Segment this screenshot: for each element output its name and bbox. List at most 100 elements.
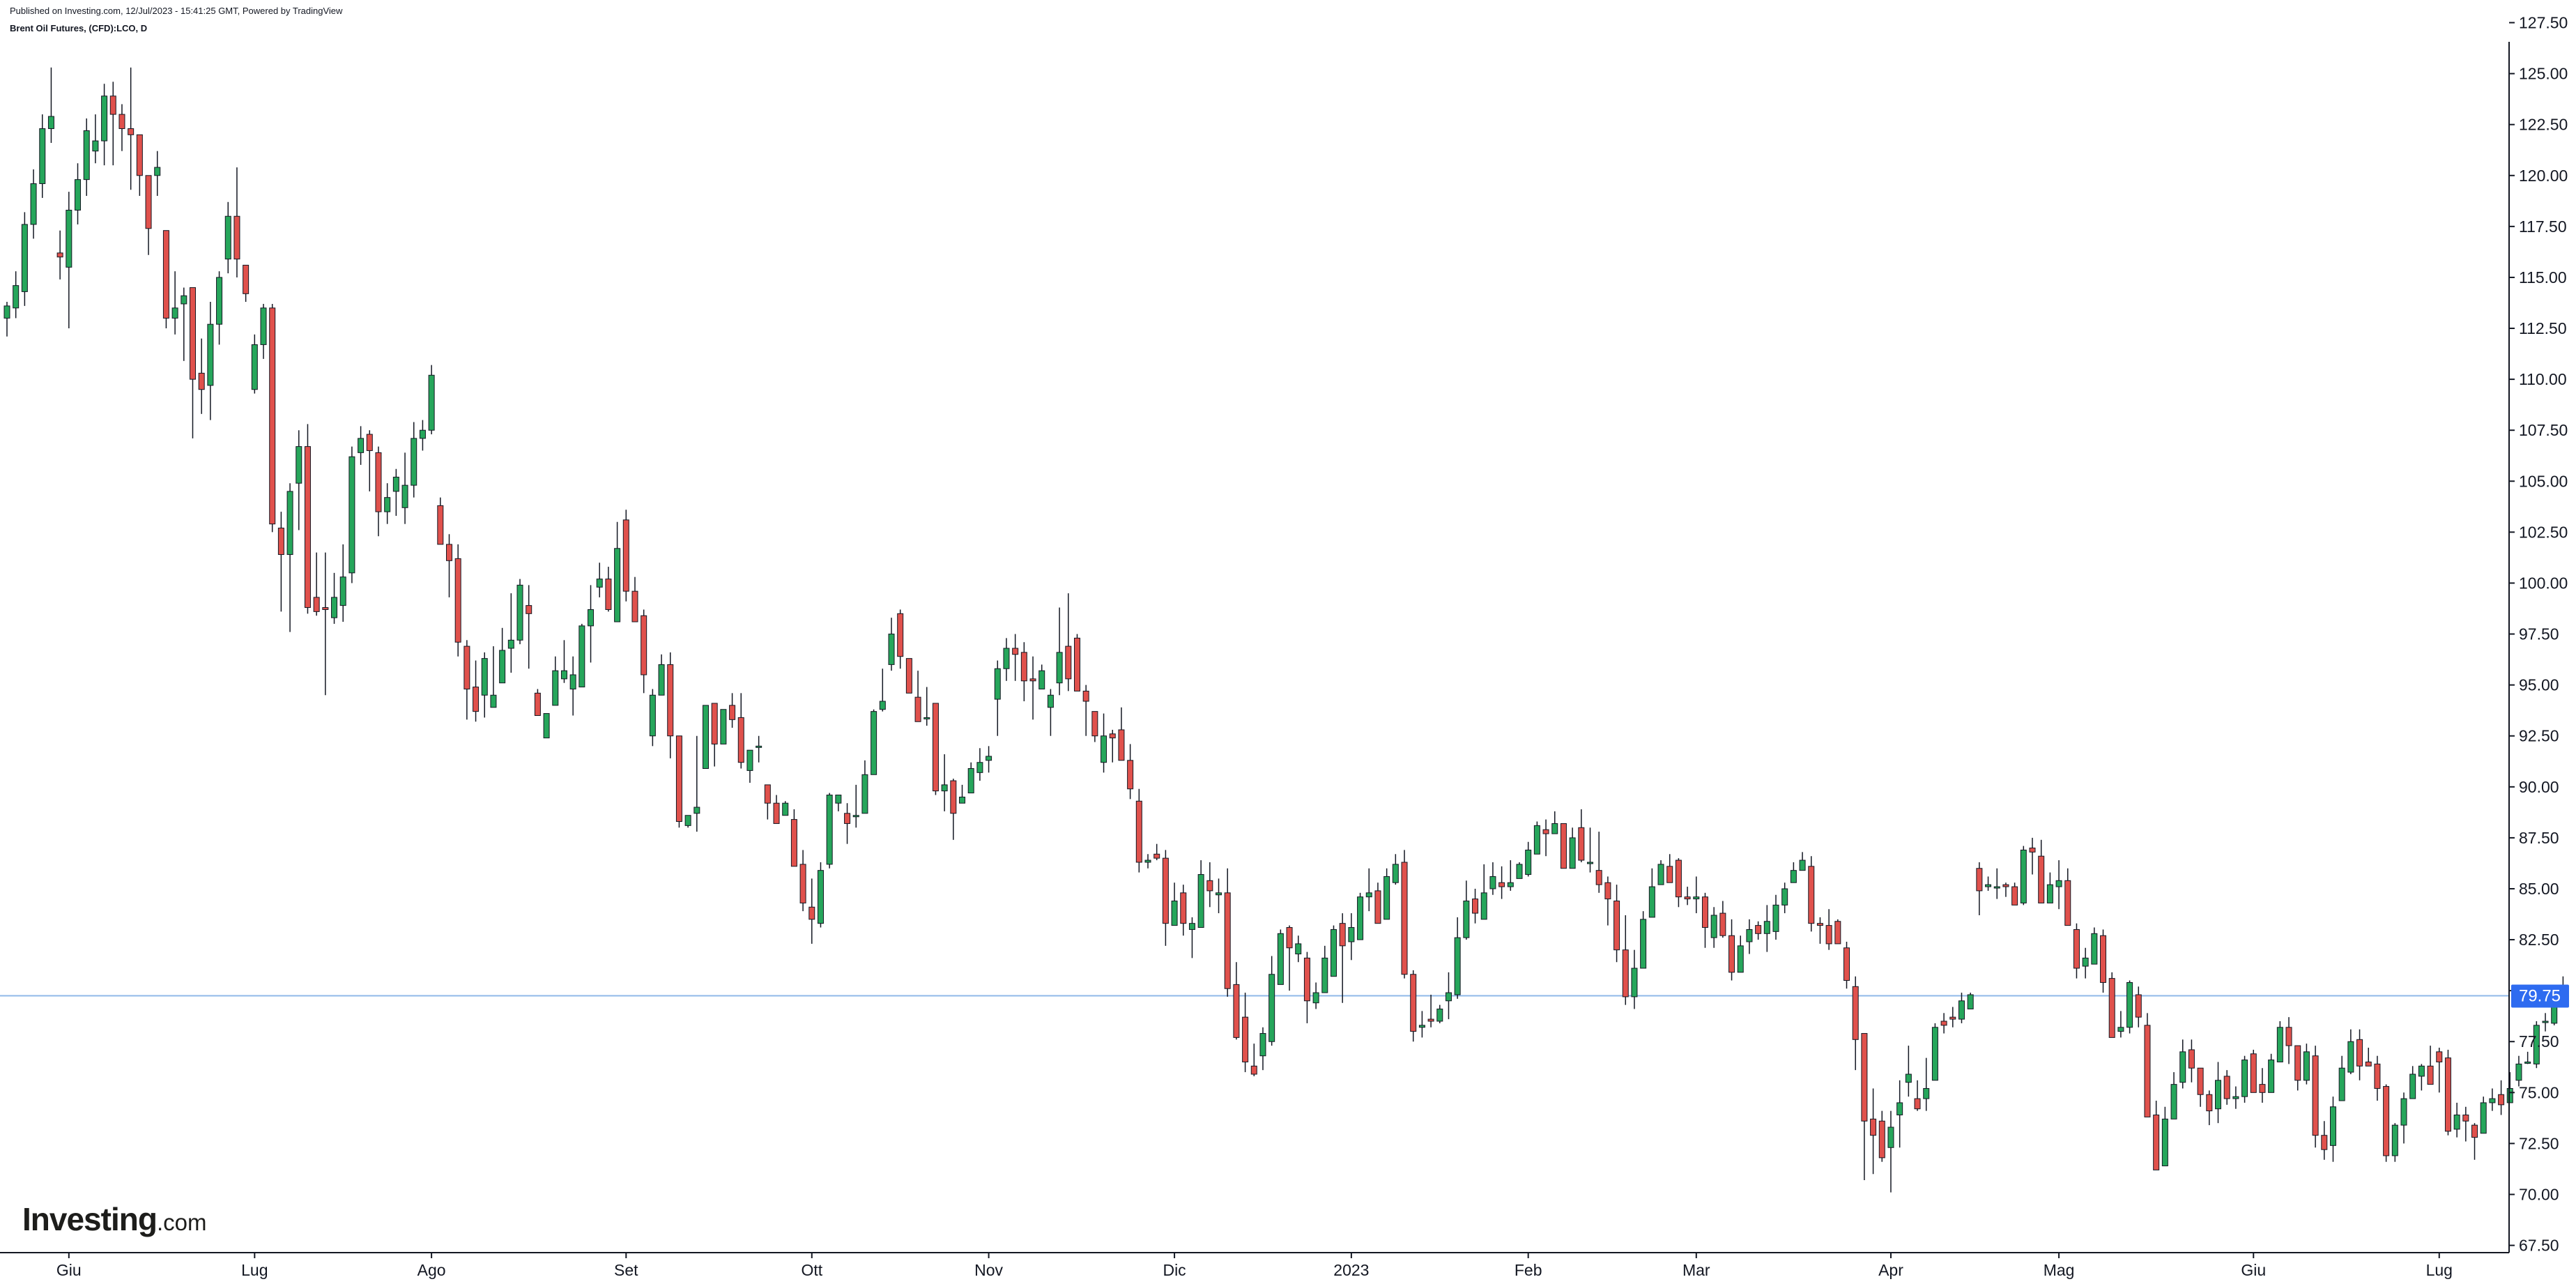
- candle-body-up: [224, 215, 231, 260]
- candle: [1410, 970, 1417, 1042]
- candle: [446, 534, 452, 597]
- candle-body-down: [2250, 1053, 2257, 1093]
- candle: [622, 510, 629, 602]
- candle: [128, 67, 135, 190]
- candle-body-up: [1047, 694, 1054, 708]
- candle-body-up: [1648, 886, 1655, 918]
- candle-body-up: [1799, 859, 1806, 871]
- candle: [1339, 913, 1346, 1003]
- candle: [2400, 1092, 2407, 1144]
- candle-body-down: [1206, 880, 1213, 892]
- candle-body-up: [1516, 864, 1523, 879]
- candle-body-down: [1250, 1065, 1257, 1075]
- candle: [693, 735, 700, 832]
- candle-body-down: [1728, 935, 1735, 973]
- candle-body-down: [2153, 1114, 2160, 1170]
- candle-body-down: [2188, 1049, 2195, 1069]
- candle: [13, 271, 20, 319]
- candle: [871, 709, 877, 775]
- candle-body-up: [782, 802, 789, 816]
- candle: [499, 627, 506, 684]
- candle: [463, 640, 470, 720]
- candle-body-down: [1073, 637, 1080, 691]
- candle: [437, 497, 444, 545]
- candle-body-up: [888, 634, 895, 665]
- candle: [1312, 982, 1319, 1009]
- candle: [2161, 1106, 2168, 1167]
- candle-body-down: [1719, 912, 1726, 936]
- candle: [1993, 868, 2000, 899]
- candle: [808, 878, 815, 944]
- candle-body-down: [914, 696, 921, 722]
- candle-body-up: [552, 670, 559, 706]
- candle: [1029, 656, 1036, 720]
- candle: [534, 689, 541, 716]
- candle: [2241, 1055, 2248, 1103]
- candle: [2020, 846, 2027, 905]
- candle: [277, 512, 284, 612]
- candle-body-up: [1463, 901, 1470, 938]
- candle-body-down: [1701, 896, 1708, 928]
- candle-body-up: [835, 795, 842, 804]
- candle: [1003, 638, 1010, 681]
- candle-body-down: [631, 590, 638, 622]
- candle: [1020, 642, 1027, 702]
- candle-body-down: [2073, 928, 2080, 969]
- candle: [773, 795, 780, 824]
- candle-body-down: [233, 215, 240, 260]
- y-tick-label: 87.50: [2519, 829, 2559, 847]
- candle: [1418, 1011, 1425, 1038]
- candle-body-up: [92, 140, 99, 152]
- candle: [2498, 1080, 2505, 1115]
- candle-body-down: [1233, 984, 1240, 1038]
- candle: [879, 668, 886, 712]
- candle-body-down: [1825, 925, 1832, 945]
- candle: [384, 483, 391, 524]
- candle: [2197, 1067, 2204, 1107]
- candle-body-up: [2170, 1084, 2177, 1119]
- candle: [959, 784, 966, 804]
- candle: [1870, 1088, 1877, 1175]
- candle-body-up: [499, 650, 506, 684]
- candle-body-down: [162, 230, 169, 319]
- candle-body-down: [764, 784, 771, 804]
- candle: [419, 420, 426, 451]
- candle-body-up: [411, 438, 417, 486]
- candle-body-down: [675, 735, 682, 823]
- candle: [1816, 917, 1823, 944]
- candle-body-down: [2206, 1094, 2213, 1112]
- candle-body-down: [473, 687, 480, 712]
- candle: [1755, 921, 1762, 940]
- y-tick-label: 77.50: [2519, 1032, 2559, 1050]
- candle-body-down: [313, 597, 320, 612]
- candle-body-up: [21, 224, 28, 292]
- candle-body-up: [3, 305, 10, 319]
- candle: [2011, 882, 2018, 905]
- y-tick-label: 90.00: [2519, 778, 2559, 796]
- candle: [516, 579, 523, 645]
- candle-body-up: [1383, 876, 1390, 920]
- candle: [1171, 882, 1178, 926]
- y-tick-label: 97.50: [2519, 625, 2559, 643]
- candle-body-down: [799, 864, 806, 903]
- candle: [1648, 868, 1655, 918]
- candle: [47, 67, 54, 143]
- candle-body-up: [684, 815, 691, 826]
- candle-body-down: [1861, 1033, 1868, 1122]
- candle-body-down: [437, 505, 444, 545]
- candle-body-down: [1684, 896, 1691, 900]
- candle-body-up: [2542, 1021, 2549, 1023]
- candle: [746, 749, 753, 783]
- candle-body-up: [2020, 849, 2027, 903]
- candle-body-up: [392, 476, 399, 492]
- candle-body-down: [2427, 1065, 2434, 1085]
- candle-body-up: [1896, 1102, 1903, 1115]
- candle-body-up: [2400, 1098, 2407, 1126]
- candle: [358, 426, 365, 465]
- investing-logo: Investing.com: [22, 1200, 206, 1238]
- candle: [1233, 962, 1240, 1040]
- candle-body-up: [2480, 1102, 2487, 1134]
- candle-body-up: [2055, 880, 2062, 887]
- candle: [2091, 927, 2098, 965]
